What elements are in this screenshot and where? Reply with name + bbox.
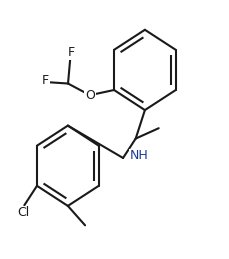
Text: O: O <box>85 89 94 102</box>
Text: F: F <box>67 46 74 60</box>
Text: NH: NH <box>129 149 148 162</box>
Text: Cl: Cl <box>17 206 29 219</box>
Text: F: F <box>42 74 49 88</box>
